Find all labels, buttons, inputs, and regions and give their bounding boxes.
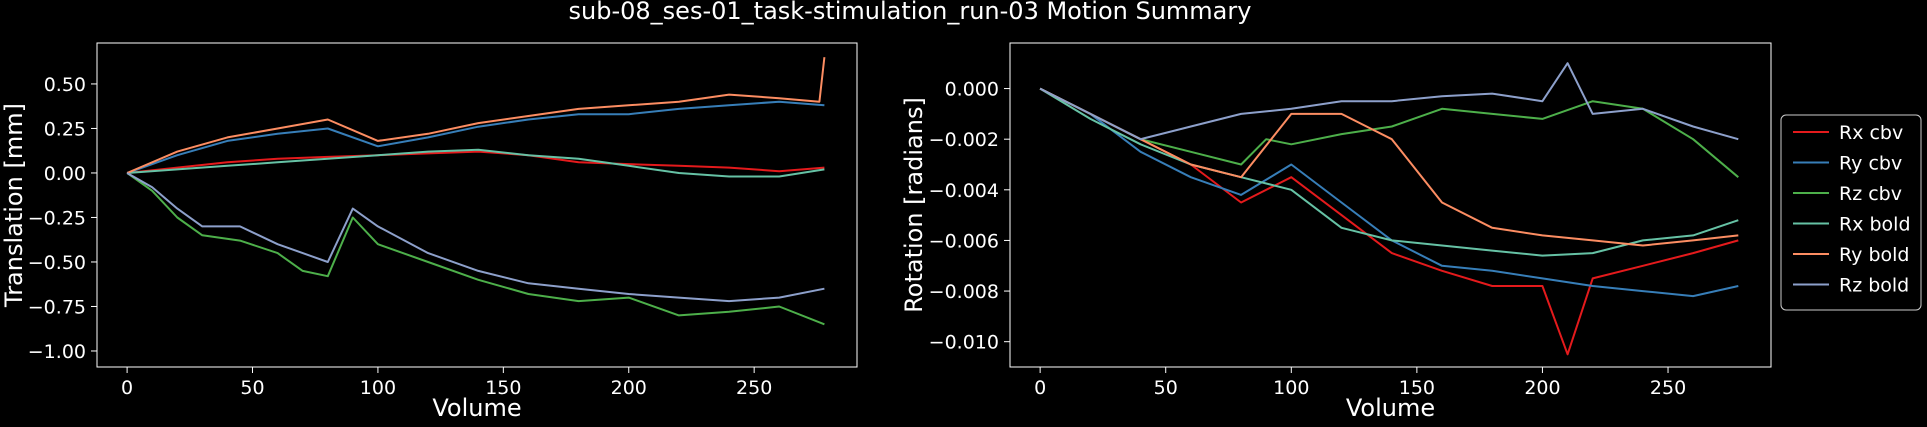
legend: Rx cbv Ry cbv Rz cbv Rx bold Ry bold Rz bold xyxy=(1780,114,1922,311)
x-tick-label: 200 xyxy=(1524,377,1560,399)
x-tick-label: 0 xyxy=(121,377,133,399)
plot-frame xyxy=(96,42,858,368)
series-line-1 xyxy=(1039,87,1739,298)
x-tick-label: 200 xyxy=(611,377,647,399)
y-tick-label: −1.00 xyxy=(28,341,86,363)
series-line-3 xyxy=(127,148,825,178)
y-tick-label: −0.004 xyxy=(929,180,999,202)
y-tick-label: 0.25 xyxy=(44,118,86,140)
y-tick-label: −0.25 xyxy=(28,207,86,229)
series-line-4 xyxy=(126,57,826,174)
y-axis-label: Rotation [radians] xyxy=(900,97,928,313)
series-group xyxy=(1039,62,1739,356)
figure-title: sub-08_ses-01_task-stimulation_run-03 Mo… xyxy=(569,0,1252,25)
x-tick-label: 100 xyxy=(1273,377,1309,399)
series-group xyxy=(126,57,826,326)
rotation-plot: 0 50 100 150 200 250 0.000 −0.002 −0.004 −0.006 −0… xyxy=(900,42,1772,422)
x-tick-label: 250 xyxy=(1650,377,1686,399)
legend-box xyxy=(1780,114,1922,311)
series-line-5 xyxy=(126,172,825,303)
legend-label: Ry bold xyxy=(1839,244,1909,266)
x-tick-label: 100 xyxy=(360,377,396,399)
series-line-5 xyxy=(1039,62,1739,141)
x-tick-label: 50 xyxy=(1154,377,1178,399)
y-tick-label: −0.75 xyxy=(28,296,86,318)
y-tick-label: −0.006 xyxy=(929,230,999,252)
x-tick-label: 150 xyxy=(1399,377,1435,399)
y-tick-label: 0.50 xyxy=(44,74,86,96)
series-line-2 xyxy=(126,172,825,326)
x-tick-label: 0 xyxy=(1034,377,1046,399)
y-tick-label: 0.00 xyxy=(44,163,86,185)
series-line-3 xyxy=(1039,87,1739,257)
plot-frame xyxy=(1009,42,1772,368)
series-line-1 xyxy=(126,100,825,174)
y-tick-label: −0.010 xyxy=(929,332,999,354)
legend-label: Ry cbv xyxy=(1839,153,1902,175)
y-axis-label: Translation [mm] xyxy=(0,103,28,308)
y-tick-label: 0.000 xyxy=(945,79,999,101)
y-tick-label: −0.008 xyxy=(929,281,999,303)
legend-label: Rz cbv xyxy=(1839,183,1902,205)
series-line-0 xyxy=(126,150,825,174)
x-tick-label: 250 xyxy=(736,377,772,399)
legend-label: Rz bold xyxy=(1839,275,1909,297)
x-tick-label: 50 xyxy=(240,377,264,399)
translation-plot: 0 50 100 150 200 250 0.50 0.25 0.00 −0.25 −0.50 −0.… xyxy=(0,42,858,422)
y-tick-label: −0.002 xyxy=(929,129,999,151)
y-tick-label: −0.50 xyxy=(28,252,86,274)
series-line-2 xyxy=(1039,87,1739,178)
series-line-4 xyxy=(1039,87,1739,247)
legend-label: Rx cbv xyxy=(1839,122,1903,144)
x-tick-label: 150 xyxy=(485,377,521,399)
x-axis-label: Volume xyxy=(432,394,521,422)
x-axis-label: Volume xyxy=(1346,394,1435,422)
series-line-0 xyxy=(1039,87,1739,356)
legend-label: Rx bold xyxy=(1839,214,1911,236)
